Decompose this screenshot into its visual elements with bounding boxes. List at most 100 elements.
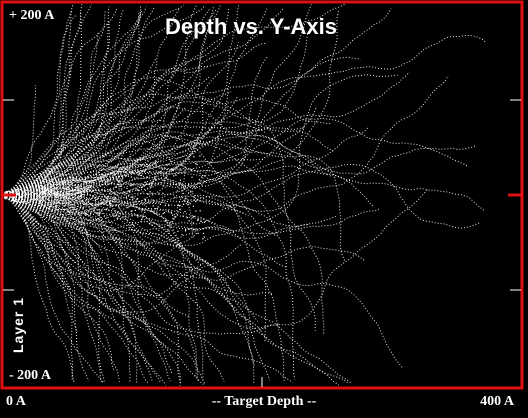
trajectory-point (87, 176, 89, 178)
trajectory-point (33, 193, 35, 195)
trajectory-point (15, 197, 17, 200)
trajectory-point (125, 211, 127, 213)
trajectory-point (117, 183, 120, 186)
trajectory-point (100, 178, 102, 180)
trajectory-point (58, 200, 60, 202)
trajectory-point (182, 215, 184, 217)
trajectory-point (12, 196, 14, 199)
y-min-label: - 200 A (9, 368, 51, 383)
trajectory-point (44, 205, 46, 207)
trajectory-point (130, 185, 132, 187)
trajectory-point (146, 176, 148, 178)
trajectory-point (31, 191, 33, 193)
trajectory (3, 3, 345, 196)
trajectory-point (95, 204, 97, 207)
trajectory (3, 8, 392, 196)
trajectory-point (55, 197, 57, 199)
trajectory-point (72, 204, 74, 206)
trajectory-point (152, 205, 154, 207)
trajectory (3, 91, 232, 209)
trajectory-point (87, 191, 89, 193)
trajectory-point (23, 188, 26, 191)
trajectory-point (27, 188, 29, 190)
trajectory-point (43, 191, 45, 193)
trajectory-point (109, 173, 112, 175)
trajectory-point (71, 186, 73, 189)
trajectory-point (110, 189, 112, 191)
trajectory-point (13, 197, 15, 199)
trajectory-point (56, 194, 58, 196)
trajectory-point (54, 199, 56, 201)
x-max-label: 400 A (480, 394, 514, 409)
trajectory-point (67, 193, 69, 195)
trajectory (3, 194, 203, 266)
trajectory-point (158, 192, 160, 194)
trajectory-point (47, 199, 49, 201)
trajectory-point (16, 189, 18, 191)
trajectory-point (199, 155, 201, 157)
trajectory (3, 194, 206, 384)
trajectory-point (144, 198, 147, 200)
trajectory-point (203, 236, 205, 238)
trajectory-point (64, 196, 66, 198)
trajectory-point (52, 181, 54, 183)
trajectory-point (193, 156, 195, 158)
trajectory-point (55, 188, 57, 190)
trajectory-point (48, 206, 50, 208)
trajectory-point (80, 185, 82, 187)
trajectory-point (78, 196, 80, 198)
trajectory-point (184, 210, 186, 213)
trajectory-point (14, 200, 16, 202)
trajectory (3, 6, 141, 197)
trajectory-point (66, 193, 68, 195)
trajectory-point (162, 199, 164, 201)
trajectory-point (14, 189, 17, 191)
trajectory-point (5, 197, 8, 199)
trajectory-point (25, 187, 27, 189)
trajectory (3, 194, 231, 232)
trajectory-point (50, 186, 53, 188)
trajectory-point (195, 201, 197, 203)
trajectory-point (165, 177, 168, 179)
x-axis-label: -- Target Depth -- (211, 394, 317, 409)
trajectory-point (78, 189, 80, 191)
trajectory-point (45, 197, 47, 199)
trajectory (3, 182, 204, 382)
trajectory-point (12, 200, 14, 202)
trajectory-point (80, 213, 82, 215)
trajectory-point (118, 207, 120, 209)
trajectory-point (22, 195, 24, 197)
trajectory-point (165, 172, 167, 174)
trajectory (3, 194, 381, 244)
trajectory-point (49, 194, 51, 196)
trajectory-point (54, 194, 56, 196)
trajectory-point (15, 201, 17, 203)
trajectory-point (144, 171, 146, 173)
trajectory-point (107, 179, 110, 181)
trajectory-point (144, 211, 146, 213)
trajectory-point (138, 190, 140, 192)
trajectory-point (55, 200, 57, 202)
trajectory-point (39, 194, 41, 196)
trajectory-point (151, 210, 153, 212)
trajectory-point (25, 189, 27, 191)
trajectory-point (81, 188, 83, 190)
trajectory-point (21, 191, 23, 193)
trajectory-point (4, 192, 6, 194)
trajectory-point (17, 189, 19, 191)
trajectory-point (189, 203, 191, 205)
trajectory-point (114, 186, 116, 188)
trajectory-point (104, 190, 106, 192)
trajectory-point (48, 200, 50, 202)
trajectory-point (53, 186, 55, 188)
trajectory-point (80, 194, 82, 196)
trajectory-point (136, 214, 138, 216)
trajectory-point (118, 176, 120, 178)
trajectory (3, 9, 106, 196)
trajectory-point (29, 204, 32, 206)
trajectory-point (51, 185, 53, 187)
trajectory-point (100, 202, 102, 204)
trajectory-point (132, 203, 135, 205)
trajectory-point (188, 158, 190, 160)
trajectory-point (55, 195, 57, 197)
